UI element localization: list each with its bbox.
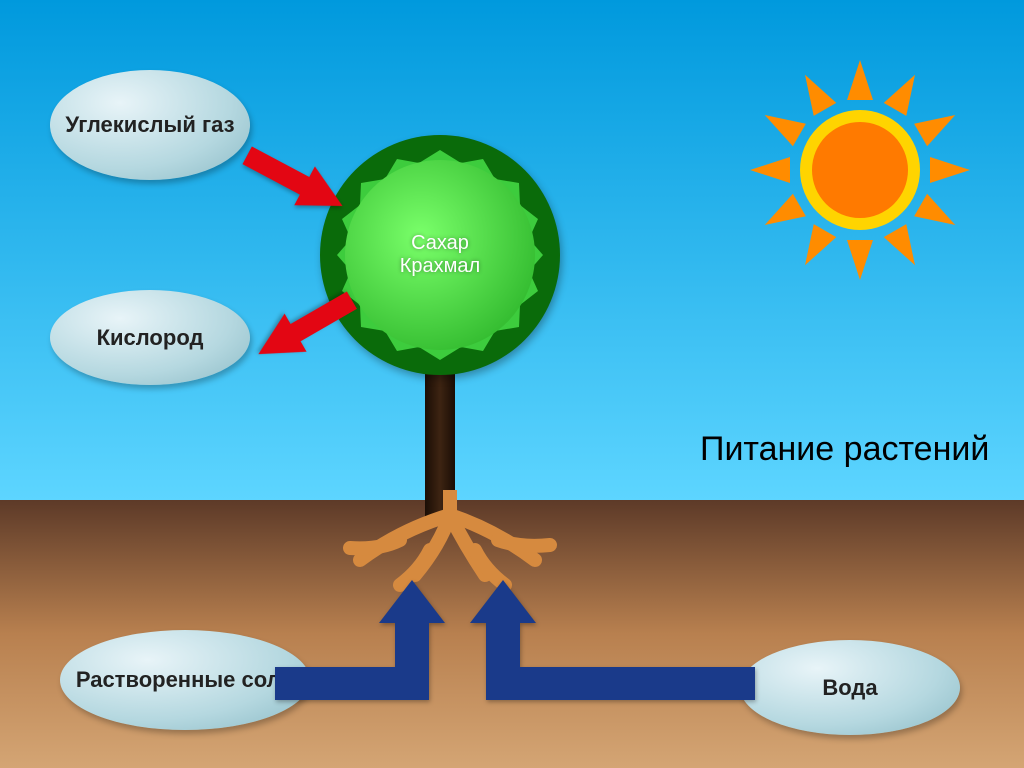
arrow-salts-to-roots bbox=[275, 575, 465, 710]
bubble-salts-label: Растворенные соли bbox=[76, 667, 294, 693]
bubble-salts: Растворенные соли bbox=[60, 630, 310, 730]
bubble-oxygen-label: Кислород bbox=[97, 325, 204, 351]
bubble-water-label: Вода bbox=[822, 675, 877, 701]
diagram-title: Питание растений bbox=[700, 430, 989, 469]
bubble-water: Вода bbox=[740, 640, 960, 735]
tree-crown-label: Сахар Крахмал bbox=[400, 232, 480, 278]
bubble-oxygen: Кислород bbox=[50, 290, 250, 385]
bubble-co2: Углекислый газ bbox=[50, 70, 250, 180]
sun-icon bbox=[740, 50, 980, 295]
crown-label-line1: Сахар bbox=[400, 232, 480, 255]
crown-label-line2: Крахмал bbox=[400, 255, 480, 278]
tree-crown: Сахар Крахмал bbox=[320, 135, 560, 375]
arrow-water-to-roots bbox=[455, 575, 755, 710]
bubble-co2-label: Углекислый газ bbox=[65, 112, 234, 138]
